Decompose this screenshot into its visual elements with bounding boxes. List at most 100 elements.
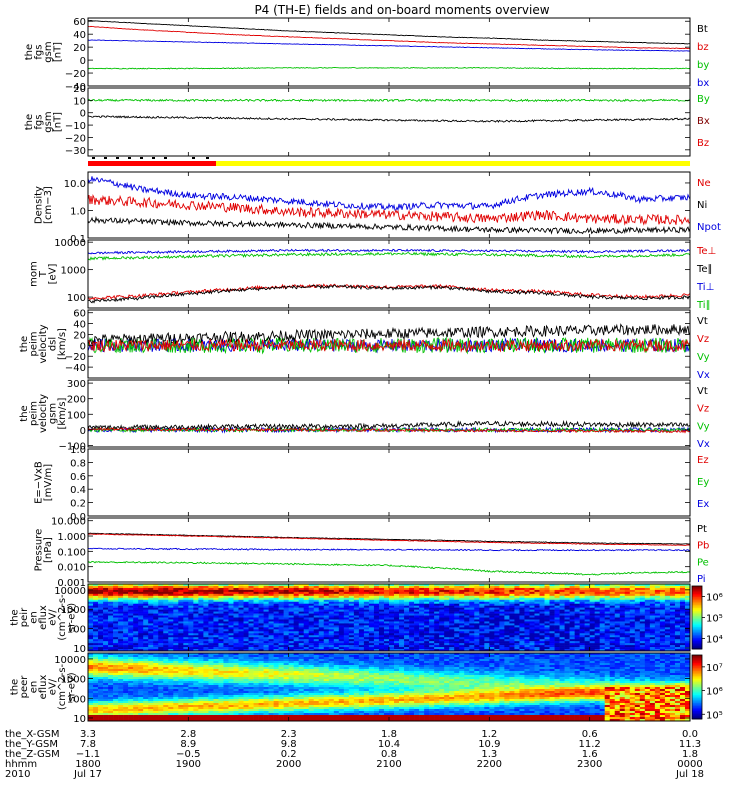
heatmap-cell [439,584,445,587]
heatmap-cell [373,621,380,624]
heatmap-cell [153,667,159,670]
heatmap-cell [634,615,641,618]
heatmap-cell [138,591,144,595]
heatmap-cell [243,593,249,597]
heatmap-cell [539,633,545,636]
heatmap-cell [529,599,535,603]
heatmap-cell [128,605,134,608]
heatmap-cell [499,641,505,644]
heatmap-cell [504,617,510,620]
heatmap-cell [198,623,204,626]
heatmap-cell [133,681,139,684]
heatmap-cell [113,703,119,706]
heatmap-cell [188,611,194,614]
heatmap-cell [389,593,395,597]
heatmap-cell [353,595,360,599]
heatmap-cell [133,711,139,714]
heatmap-cell [138,647,144,650]
heatmap-cell [469,607,475,610]
heatmap-cell [629,645,636,648]
heatmap-cell [143,673,149,676]
heatmap-cell [163,639,169,642]
heatmap-cell [669,599,676,603]
heatmap-cell [98,703,104,706]
heatmap-cell [248,595,254,599]
heatmap-cell [569,617,575,620]
heatmap-cell [679,629,686,632]
heatmap-cell [153,673,159,676]
heatmap-cell [419,633,425,636]
heatmap-cell [363,595,370,599]
heatmap-cell [298,627,305,630]
y-tick-label: 10 [73,96,86,107]
heatmap-cell [684,595,691,599]
heatmap-cell [253,627,259,630]
heatmap-cell [509,607,515,610]
heatmap-cell [228,584,234,587]
heatmap-cell [198,599,204,603]
heatmap-cell [494,585,500,589]
heatmap-cell [293,641,299,644]
heatmap-cell [113,699,119,702]
y-axis-label: [mV/m] [43,464,54,502]
heatmap-cell [624,649,631,652]
heatmap-cell [208,637,214,640]
heatmap-cell [604,593,611,597]
heatmap-cell [509,595,515,599]
heatmap-cell [158,675,164,678]
heatmap-cell [128,635,134,638]
heatmap-cell [534,595,540,599]
heatmap-cell [193,615,199,618]
heatmap-cell [113,645,119,648]
heatmap-cell [193,591,199,595]
heatmap-cell [128,661,134,664]
heatmap-cell [609,615,616,618]
heatmap-cell [474,609,480,612]
heatmap-cell [128,653,134,656]
heatmap-cell [373,585,380,589]
heatmap-cell [529,637,535,640]
heatmap-cell [353,613,360,616]
heatmap-cell [258,615,264,618]
heatmap-cell [564,599,570,603]
heatmap-cell [148,641,154,644]
heatmap-cell [619,649,626,652]
heatmap-cell [594,637,600,640]
heatmap-cell [103,587,109,591]
heatmap-cell [584,611,590,614]
heatmap-cell [484,589,490,593]
heatmap-cell [348,615,355,618]
heatmap-cell [203,607,209,610]
heatmap-cell [569,587,575,591]
heatmap-cell [509,635,515,638]
heatmap-cell [614,649,621,652]
heatmap-cell [464,627,470,630]
heatmap-cell [313,635,320,638]
heatmap-cell [158,643,164,646]
heatmap-cell [253,633,259,636]
heatmap-cell [263,593,269,597]
heatmap-cell [283,605,289,608]
heatmap-cell [258,621,264,624]
heatmap-cell [323,641,330,644]
heatmap-cell [108,689,114,692]
heatmap-cell [333,639,340,642]
heatmap-cell [128,659,134,662]
heatmap-cell [218,611,224,614]
heatmap-cell [378,631,385,634]
heatmap-cell [108,669,114,672]
y-axis-label: peim [29,331,40,356]
heatmap-cell [333,617,340,620]
heatmap-cell [208,611,214,614]
heatmap-cell [659,611,666,614]
heatmap-cell [454,637,460,640]
heatmap-cell [243,623,249,626]
heatmap-cell [509,591,515,595]
heatmap-cell [554,587,560,591]
heatmap-cell [113,607,119,610]
heatmap-cell [108,709,114,712]
heatmap-cell [599,611,606,614]
heatmap-cell [494,611,500,614]
heatmap-cell [233,647,239,650]
heatmap-cell [273,617,279,620]
